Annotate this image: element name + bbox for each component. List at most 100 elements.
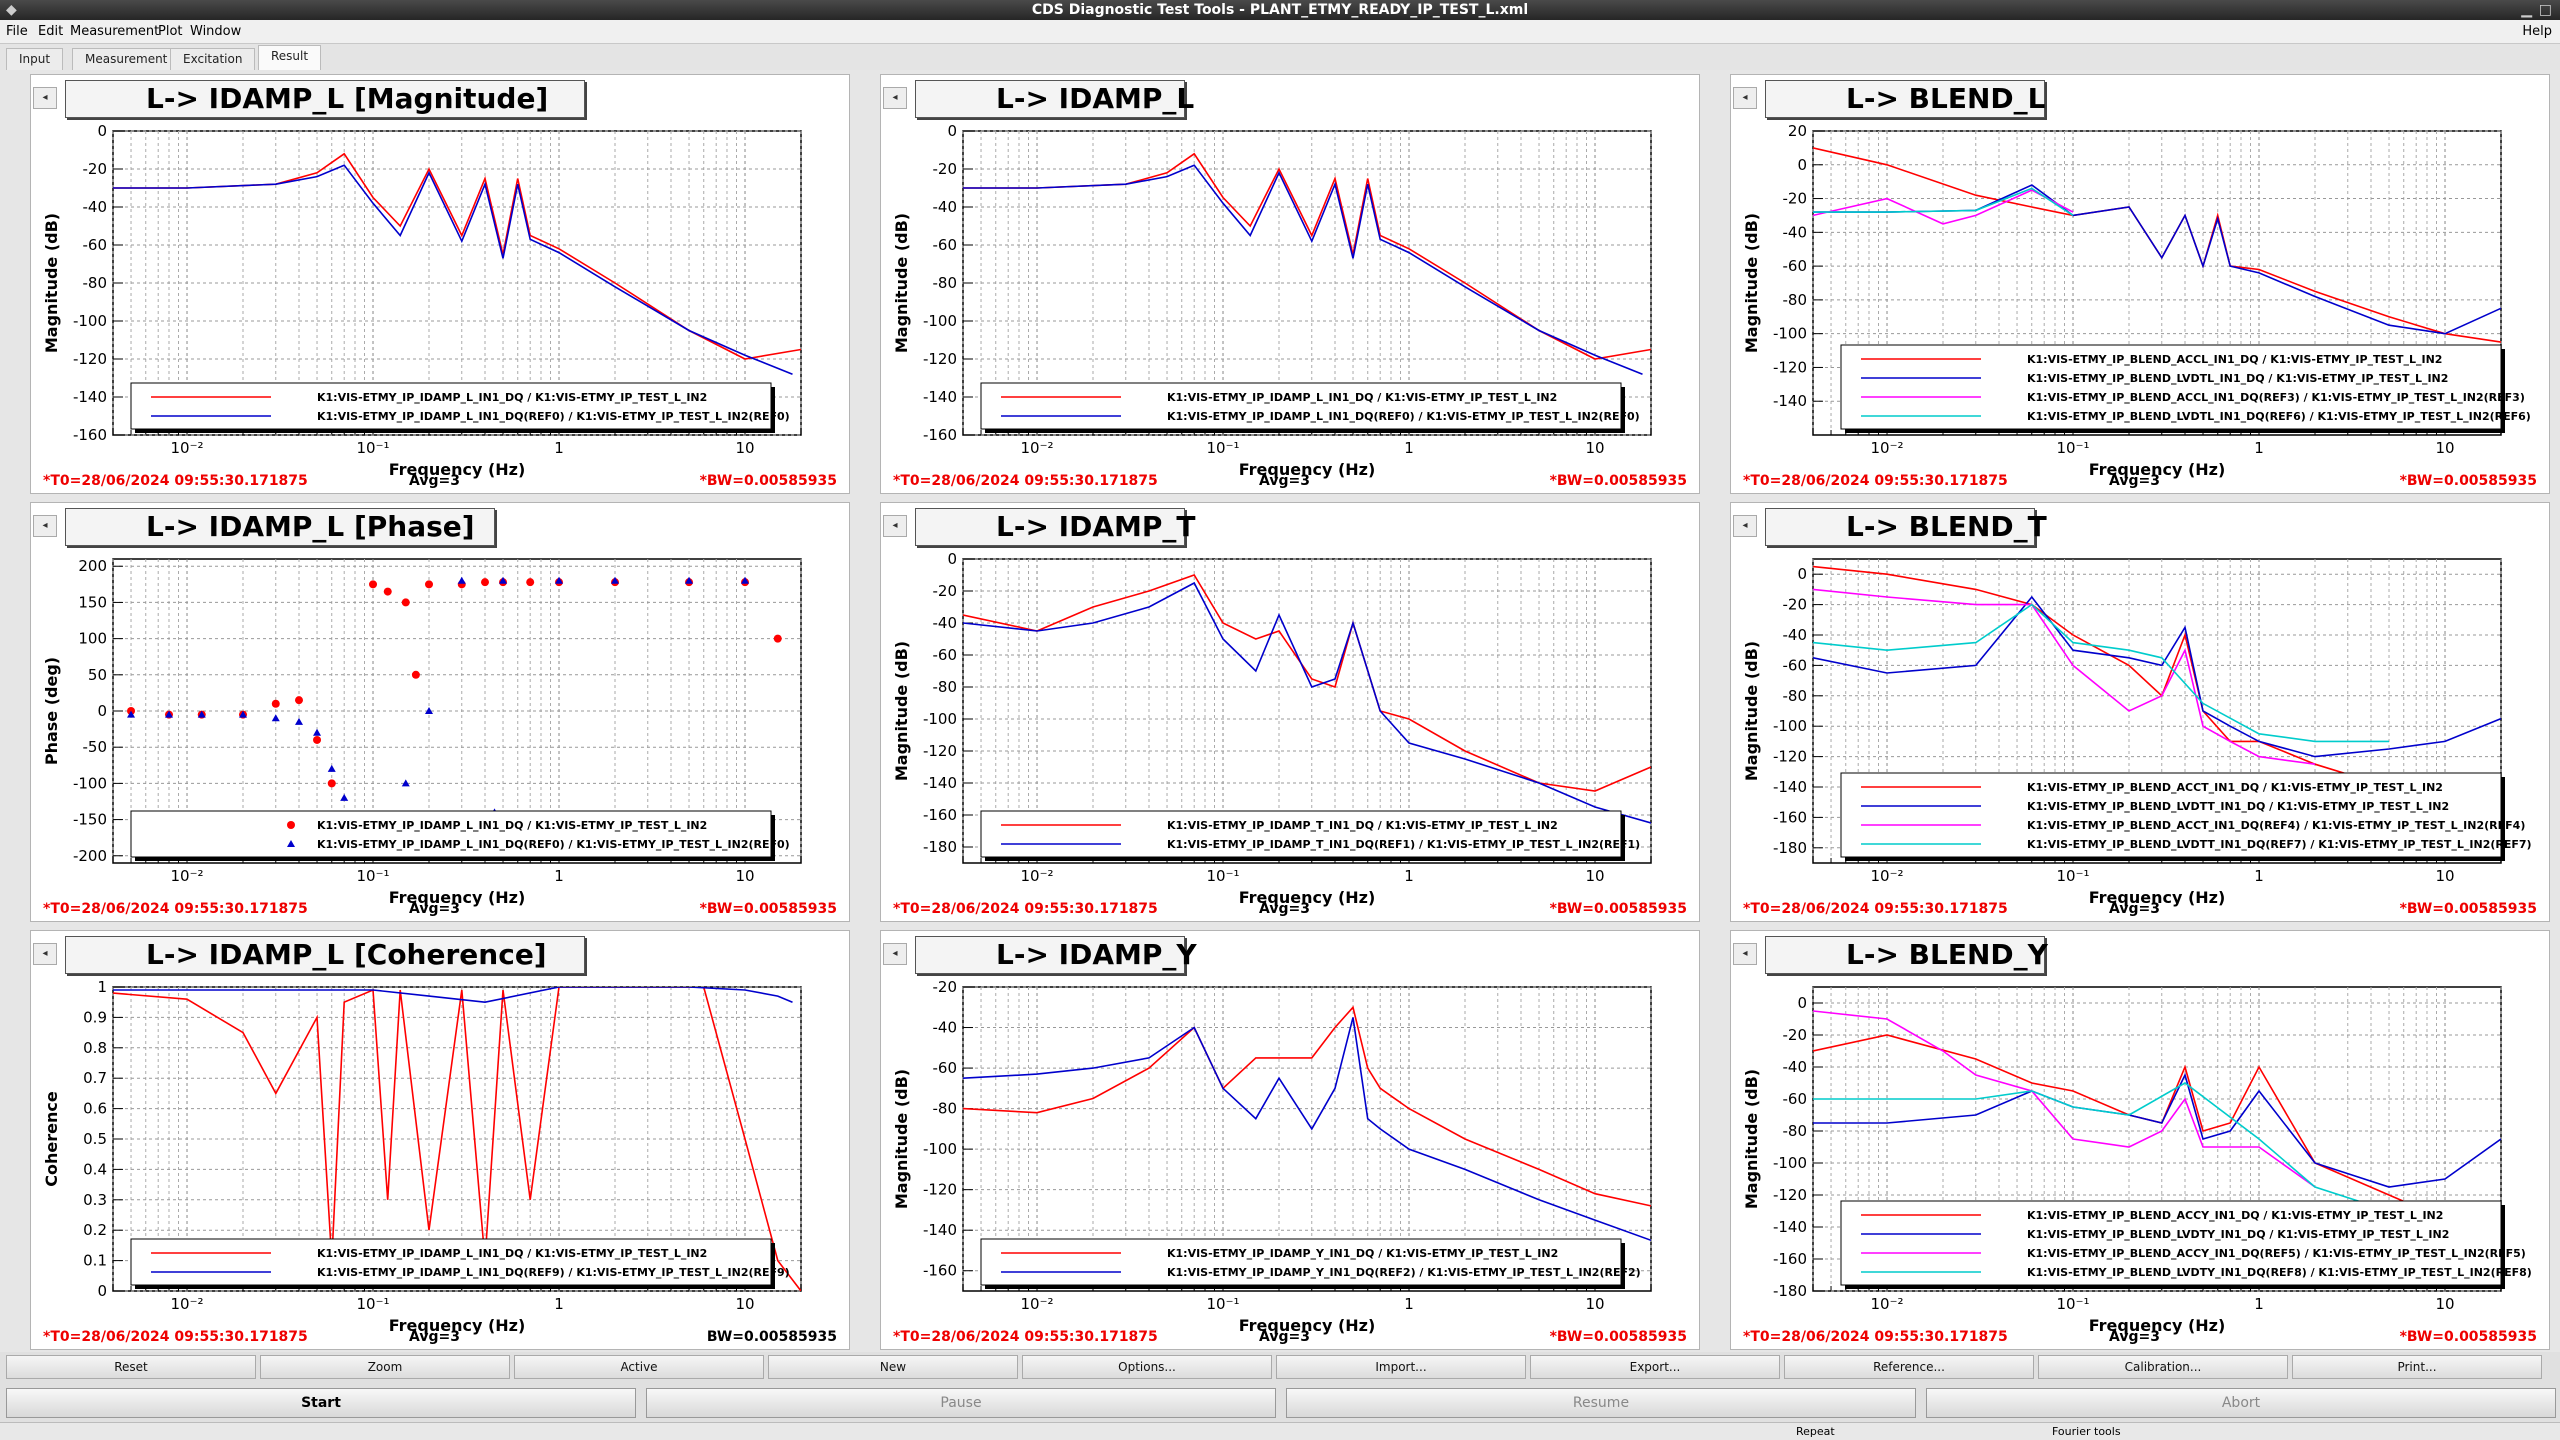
- series-group: [127, 576, 782, 824]
- y-axis-label: Magnitude (dB): [1742, 213, 1761, 353]
- menu-file[interactable]: File: [6, 24, 28, 39]
- control-export-button[interactable]: Export...: [1530, 1355, 1780, 1379]
- y-tick-label: 0.8: [83, 1039, 107, 1057]
- panel-options-button[interactable]: ◂: [1733, 87, 1757, 109]
- panel-options-button[interactable]: ◂: [883, 87, 907, 109]
- tab-measurement[interactable]: Measurement: [72, 48, 181, 70]
- data-point: [741, 576, 750, 584]
- plot-panel-p7[interactable]: ◂ 1 0.9 0.8 0.7 0.6 0.5 0.4 0.3 0.2 0.1 0 10⁻² 10⁻¹ 1 1…: [30, 930, 850, 1350]
- data-point: [164, 710, 173, 718]
- series-line: [963, 1017, 1651, 1242]
- abort-button[interactable]: Abort: [1926, 1388, 2556, 1418]
- plot-panel-p1[interactable]: ◂ 0 -20 -40 -60 -80 -100 -120 -140 -160 10⁻² 10⁻¹ 1 1…: [30, 74, 850, 494]
- plot-panel-p3[interactable]: ◂ 20 0 -20 -40 -60 -80 -100 -120 -140 10⁻² 10⁻¹ 1 10 F…: [1730, 74, 2550, 494]
- plot-panel-p8[interactable]: ◂ -20 -40 -60 -80 -100 -120 -140 -160 10⁻² 10⁻¹ 1 10…: [880, 930, 1700, 1350]
- y-tick-label: -80: [83, 274, 108, 292]
- y-tick-label: -160: [1773, 808, 1807, 826]
- panel-options-button[interactable]: ◂: [33, 515, 57, 537]
- x-tick-label: 1: [2254, 439, 2264, 457]
- legend-entry: K1:VIS-ETMY_IP_IDAMP_L_IN1_DQ / K1:VIS-E…: [317, 391, 707, 404]
- menu-plot[interactable]: Plot: [158, 24, 183, 39]
- x-axis-label: Frequency (Hz): [1239, 460, 1376, 479]
- series-line: [1813, 1082, 2390, 1212]
- plot-panel-p2[interactable]: ◂ 0 -20 -40 -60 -80 -100 -120 -140 -160 10⁻² 10⁻¹ 1 1…: [880, 74, 1700, 494]
- window-menu-icon[interactable]: ◆: [6, 2, 17, 18]
- control-options-button[interactable]: Options...: [1022, 1355, 1272, 1379]
- x-tick-label: 10: [2435, 1295, 2454, 1313]
- legend-entry: K1:VIS-ETMY_IP_IDAMP_Y_IN1_DQ(REF2) / K1…: [1167, 1266, 1641, 1279]
- y-tick-label: -40: [83, 198, 108, 216]
- tab-result[interactable]: Result: [258, 45, 322, 70]
- legend-entry: K1:VIS-ETMY_IP_BLEND_ACCL_IN1_DQ(REF3) /…: [2027, 391, 2525, 404]
- y-tick-label: -180: [1773, 1282, 1807, 1300]
- y-tick-label: -100: [923, 1140, 957, 1158]
- panel-options-button[interactable]: ◂: [883, 515, 907, 537]
- y-tick-label: -160: [923, 806, 957, 824]
- data-point: [340, 793, 349, 801]
- plot-panel-p9[interactable]: ◂ 0 -20 -40 -60 -80 -100 -120 -140 -160 -180 10⁻² 10…: [1730, 930, 2550, 1350]
- data-point: [555, 576, 564, 584]
- status-bar: Repeat Fourier tools: [0, 1422, 2560, 1440]
- menu-window[interactable]: Window: [190, 24, 242, 39]
- series-line: [1813, 603, 2389, 743]
- tab-excitation[interactable]: Excitation: [170, 48, 256, 70]
- y-tick-label: 0: [1797, 565, 1807, 583]
- panel-options-button[interactable]: ◂: [1733, 943, 1757, 965]
- y-tick-label: -160: [73, 426, 107, 444]
- control-active-button[interactable]: Active: [514, 1355, 764, 1379]
- control-new-button[interactable]: New: [768, 1355, 1018, 1379]
- plot-title: L-> IDAMP_L [Magnitude]: [65, 80, 585, 118]
- minimize-icon[interactable]: ▁: [2521, 2, 2532, 18]
- y-tick-label: -120: [1773, 1186, 1807, 1204]
- footer-bw: *BW=0.00585935: [2399, 901, 2537, 917]
- x-tick-label: 10⁻¹: [356, 867, 389, 885]
- series-group: [1813, 147, 2501, 343]
- control-calibration-button[interactable]: Calibration...: [2038, 1355, 2288, 1379]
- legend-box: [130, 810, 772, 858]
- window-titlebar: ◆ CDS Diagnostic Test Tools - PLANT_ETMY…: [0, 0, 2560, 20]
- control-reset-button[interactable]: Reset: [6, 1355, 256, 1379]
- menu-measurement[interactable]: Measurement: [70, 24, 160, 39]
- menu-help[interactable]: Help: [2522, 24, 2552, 39]
- x-tick-label: 10⁻²: [1021, 1295, 1054, 1313]
- control-import-button[interactable]: Import...: [1276, 1355, 1526, 1379]
- y-axis-label: Magnitude (dB): [1742, 641, 1761, 781]
- plot-panel-p5[interactable]: ◂ 0 -20 -40 -60 -80 -100 -120 -140 -160 -180 10⁻² 10…: [880, 502, 1700, 922]
- series-line: [963, 574, 1651, 792]
- data-point: [526, 578, 535, 587]
- legend-entry: K1:VIS-ETMY_IP_BLEND_ACCT_IN1_DQ(REF4) /…: [2027, 819, 2525, 832]
- y-tick-label: 0: [947, 122, 957, 140]
- panel-options-button[interactable]: ◂: [33, 87, 57, 109]
- control-zoom-button[interactable]: Zoom: [260, 1355, 510, 1379]
- plot-panel-p6[interactable]: ◂ 0 -20 -40 -60 -80 -100 -120 -140 -160 -180 10⁻² 10…: [1730, 502, 2550, 922]
- x-tick-label: 1: [554, 1295, 564, 1313]
- plot-panel-p4[interactable]: ◂ 200 150 100 50 0 -50 -100 -150 -200 10⁻² 10⁻¹ 1 10 F…: [30, 502, 850, 922]
- resume-button[interactable]: Resume: [1286, 1388, 1916, 1418]
- series-line: [963, 164, 1643, 375]
- data-point: [401, 779, 410, 787]
- footer-t0: *T0=28/06/2024 09:55:30.171875: [1743, 1329, 2008, 1345]
- control-reference-button[interactable]: Reference...: [1784, 1355, 2034, 1379]
- panel-options-button[interactable]: ◂: [33, 943, 57, 965]
- series-line: [1813, 184, 2501, 335]
- data-point: [327, 764, 336, 772]
- panel-options-button[interactable]: ◂: [883, 943, 907, 965]
- menu-bar: File Edit Measurement Plot Window Help: [0, 20, 2560, 44]
- start-button[interactable]: Start: [6, 1388, 636, 1418]
- plot-title: L-> BLEND_T: [1765, 508, 2047, 546]
- control-print-button[interactable]: Print...: [2292, 1355, 2542, 1379]
- series-group: [963, 574, 1651, 824]
- plot-title: L-> BLEND_Y: [1765, 936, 2048, 974]
- tab-input[interactable]: Input: [6, 48, 64, 70]
- panel-options-button[interactable]: ◂: [1733, 515, 1757, 537]
- series-group: [963, 152, 1651, 375]
- y-axis-label: Phase (deg): [42, 657, 61, 765]
- pause-button[interactable]: Pause: [646, 1388, 1276, 1418]
- x-axis-label: Frequency (Hz): [389, 888, 526, 907]
- y-tick-label: -140: [1773, 392, 1807, 410]
- maximize-icon[interactable]: □: [2538, 2, 2552, 18]
- footer-t0: *T0=28/06/2024 09:55:30.171875: [1743, 473, 2008, 489]
- y-tick-label: 50: [88, 666, 107, 684]
- y-tick-label: -40: [933, 198, 958, 216]
- menu-edit[interactable]: Edit: [38, 24, 64, 39]
